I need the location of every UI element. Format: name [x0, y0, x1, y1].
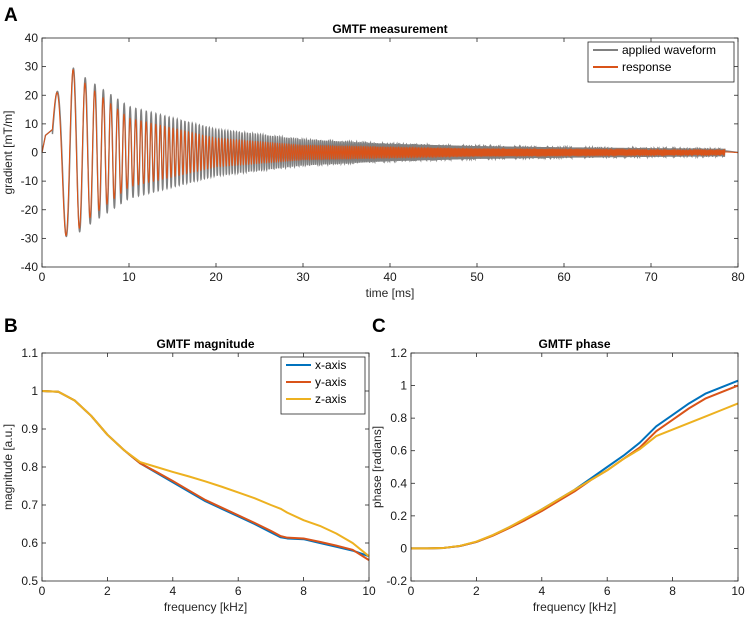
- x-tick-label-b: 10: [362, 584, 376, 598]
- y-tick-label-a: -20: [21, 203, 39, 217]
- legend-entry-b-0: x-axis: [315, 358, 346, 372]
- y-tick-label-c: 1.2: [390, 346, 407, 360]
- y-tick-label-a: 30: [25, 60, 39, 74]
- x-tick-label-c: 2: [473, 584, 480, 598]
- panel-letter-b: B: [4, 316, 18, 337]
- y-tick-label-b: 1: [31, 384, 38, 398]
- panel-a-chart: 0 10 20 30 40 50 60 70 80 -40 -30 -20 -10 0 10 20 30 40 GM…: [1, 22, 745, 300]
- x-tick-label-b: 6: [235, 584, 242, 598]
- figure: A B C 0 10 20 30 40 50 60 70 80-40-30-20-1001020…: [0, 0, 747, 619]
- y-tick-label-a: 40: [25, 31, 39, 45]
- legend-a: applied waveform response: [588, 42, 734, 82]
- x-tick-label-a: 0: [39, 270, 46, 284]
- legend-entry-b-1: y-axis: [315, 375, 346, 389]
- chart-title-c: GMTF phase: [538, 337, 610, 351]
- chart-title-a: GMTF measurement: [332, 22, 447, 36]
- legend-entry-b-2: z-axis: [315, 392, 346, 406]
- x-tick-label-a: 10: [122, 270, 136, 284]
- y-tick-label-a: -40: [21, 260, 39, 274]
- y-tick-label-a: -30: [21, 231, 39, 245]
- panel-letter-c: C: [372, 316, 386, 337]
- y-tick-label-b: 0.6: [21, 536, 38, 550]
- x-tick-label-a: 80: [731, 270, 745, 284]
- y-tick-label-b: 0.8: [21, 460, 38, 474]
- y-tick-label-b: 1.1: [21, 346, 38, 360]
- x-tick-label-a: 60: [557, 270, 571, 284]
- y-tick-label-c: 0: [400, 541, 407, 555]
- y-tick-label-b: 0.5: [21, 574, 38, 588]
- x-tick-label-c: 0: [408, 584, 415, 598]
- x-tick-label-b: 0: [39, 584, 46, 598]
- x-tick-label-c: 6: [604, 584, 611, 598]
- y-tick-label-b: 0.9: [21, 422, 38, 436]
- x-axis-label-c: frequency [kHz]: [533, 600, 616, 614]
- y-tick-label-c: 0.8: [390, 411, 407, 425]
- y-axis-label-a: gradient [mT/m]: [1, 110, 15, 194]
- y-tick-label-c: 0.4: [390, 476, 407, 490]
- y-tick-label-c: 0.6: [390, 444, 407, 458]
- x-tick-label-a: 40: [383, 270, 397, 284]
- y-tick-label-a: -10: [21, 174, 39, 188]
- x-tick-label-b: 8: [300, 584, 307, 598]
- y-axis-label-c: phase [radians]: [370, 426, 384, 508]
- x-tick-label-a: 70: [644, 270, 658, 284]
- x-tick-label-c: 8: [669, 584, 676, 598]
- x-tick-label-a: 20: [209, 270, 223, 284]
- y-tick-label-b: 0.7: [21, 498, 38, 512]
- x-axis-label-a: time [ms]: [366, 286, 415, 300]
- panel-letter-a: A: [4, 5, 18, 26]
- y-tick-label-c: 0.2: [390, 509, 407, 523]
- x-tick-label-c: 10: [731, 584, 745, 598]
- y-tick-label-a: 20: [25, 88, 39, 102]
- x-tick-label-a: 30: [296, 270, 310, 284]
- legend-entry-a-1: response: [622, 60, 672, 74]
- y-axis-label-b: magnitude [a.u.]: [1, 424, 15, 510]
- panel-b-chart: 0 2 4 6 8 10 0.5 0.6 0.7 0.8 0.9 1 1.1 GMTF magnitude…: [1, 337, 376, 614]
- x-tick-label-b: 2: [104, 584, 111, 598]
- y-tick-label-a: 0: [31, 146, 38, 160]
- y-tick-label-c: -0.2: [386, 574, 407, 588]
- legend-b: x-axis y-axis z-axis: [281, 357, 365, 414]
- y-tick-label-a: 10: [25, 117, 39, 131]
- chart-title-b: GMTF magnitude: [157, 337, 255, 351]
- x-tick-label-b: 4: [169, 584, 176, 598]
- x-tick-label-c: 4: [538, 584, 545, 598]
- legend-entry-a-0: applied waveform: [622, 43, 716, 57]
- y-tick-label-c: 1: [400, 379, 407, 393]
- x-axis-label-b: frequency [kHz]: [164, 600, 247, 614]
- x-tick-label-a: 50: [470, 270, 484, 284]
